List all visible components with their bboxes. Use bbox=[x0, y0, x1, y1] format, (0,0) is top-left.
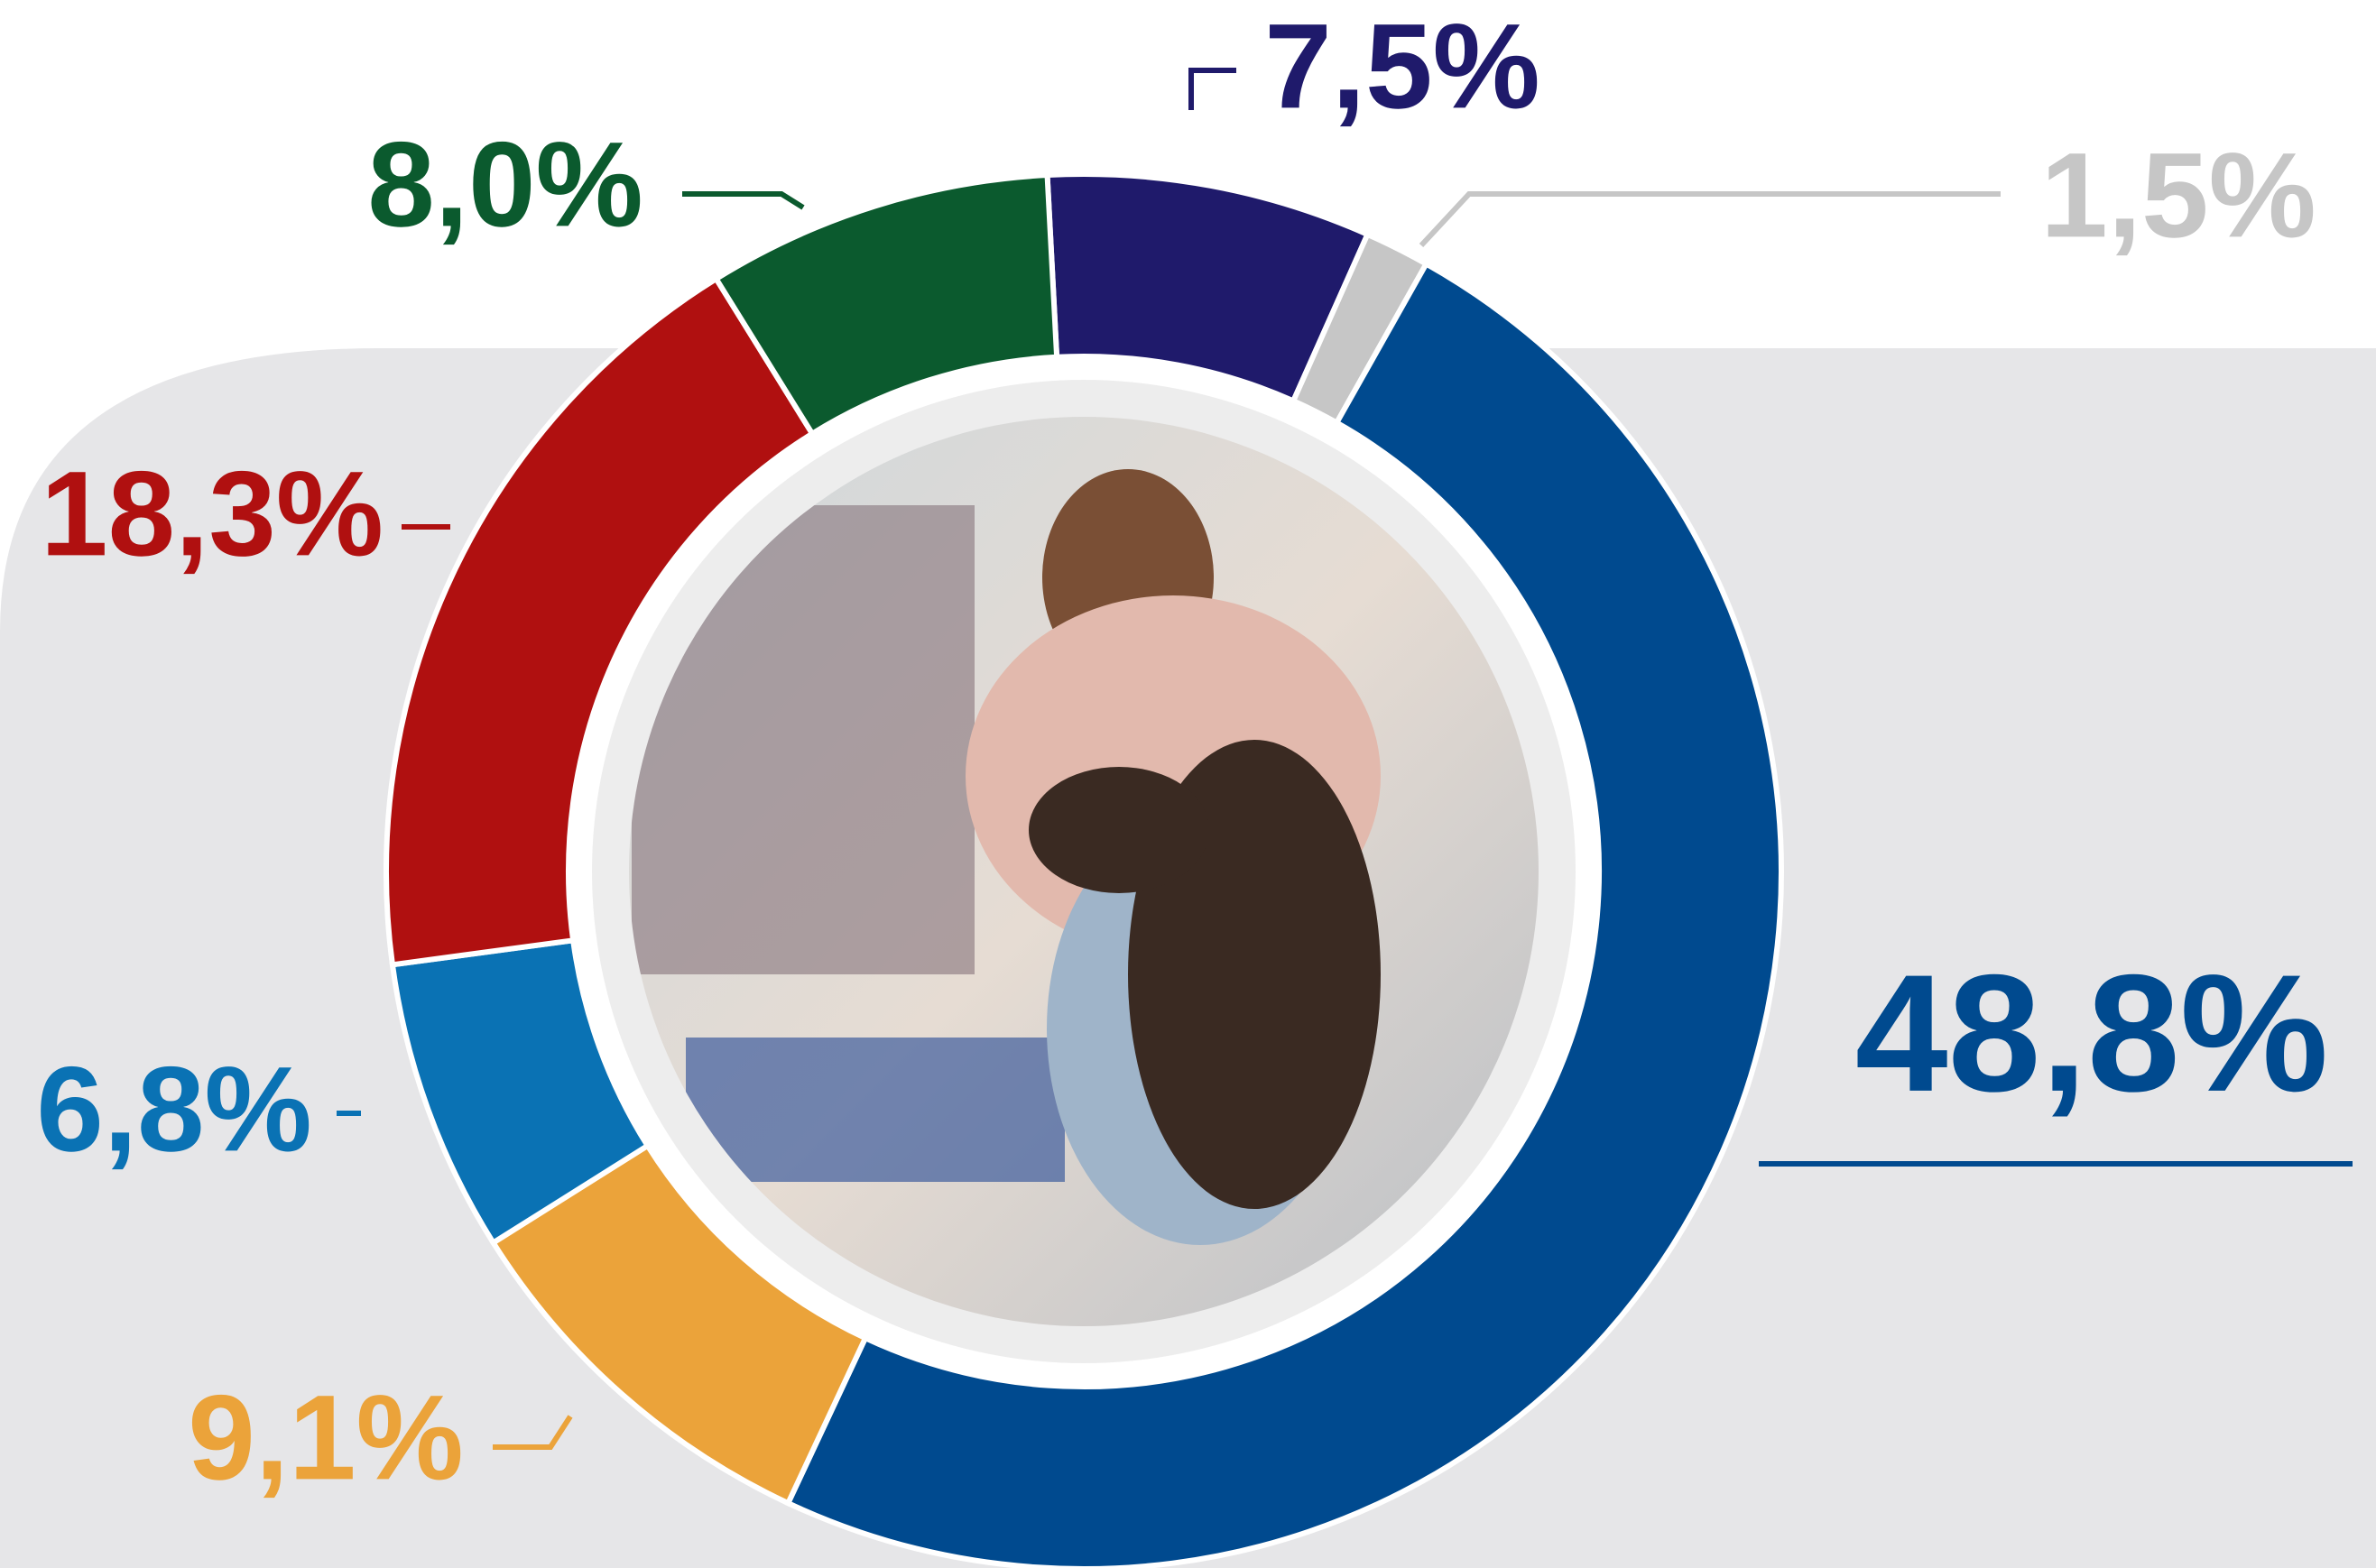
donut-segment bbox=[712, 171, 1060, 438]
leader-line bbox=[493, 1415, 573, 1450]
value-label: 9,1% bbox=[188, 1370, 463, 1505]
photo bbox=[629, 417, 1539, 1326]
donut-segment bbox=[384, 274, 817, 968]
value-label: 6,8% bbox=[36, 1042, 311, 1176]
donut-segment bbox=[784, 260, 1784, 1568]
leader-line bbox=[682, 191, 805, 210]
value-label: 18,3% bbox=[41, 447, 384, 581]
leader-line bbox=[1419, 191, 2001, 248]
leader-line bbox=[1188, 68, 1236, 110]
value-label: 8,0% bbox=[367, 117, 643, 252]
value-label: 48,8% bbox=[1855, 941, 2329, 1127]
value-label: 7,5% bbox=[1264, 0, 1539, 134]
value-label: 1,5% bbox=[2040, 128, 2316, 263]
